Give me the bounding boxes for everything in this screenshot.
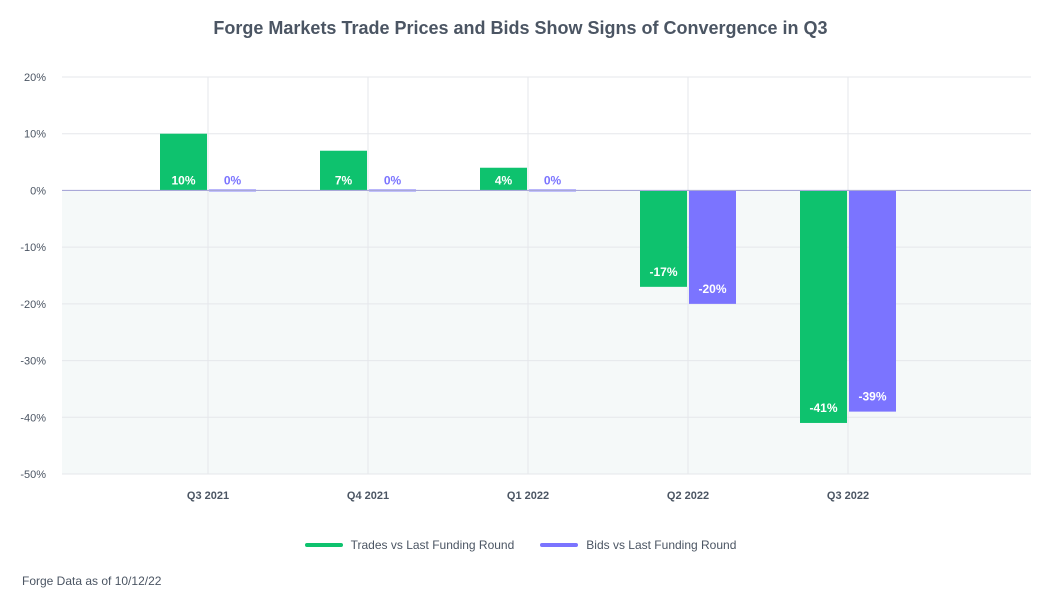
bar-bids-q2-2022[interactable] (689, 190, 736, 304)
data-label: 7% (335, 173, 353, 187)
bar-bids-q3-2022[interactable] (849, 190, 896, 412)
y-tick-label: -20% (20, 299, 46, 311)
legend-item-trades[interactable]: Trades vs Last Funding Round (304, 538, 515, 552)
x-tick-label: Q3 2021 (187, 490, 229, 502)
source-note: Forge Data as of 10/12/22 (22, 574, 162, 588)
legend-label-trades: Trades vs Last Funding Round (350, 538, 515, 552)
legend-swatch-trades (304, 543, 343, 547)
bar-trades-q4-2021[interactable] (320, 150, 367, 191)
data-label: 0% (224, 173, 242, 187)
data-label: -17% (649, 265, 677, 279)
bar-trades-q1-2022[interactable] (480, 167, 527, 191)
y-tick-label: 20% (24, 72, 46, 84)
chart-title: Forge Markets Trade Prices and Bids Show… (213, 18, 828, 38)
data-label: 0% (384, 173, 402, 187)
data-label: 10% (171, 173, 195, 187)
data-label: 0% (544, 173, 562, 187)
x-tick-label: Q2 2022 (667, 490, 709, 502)
y-tick-label: -50% (20, 469, 46, 481)
legend: Trades vs Last Funding Round Bids vs Las… (0, 538, 1041, 552)
data-label: -20% (698, 282, 726, 296)
data-label: 4% (495, 173, 513, 187)
bar-trades-q2-2022[interactable] (640, 190, 687, 287)
legend-swatch-bids (540, 543, 579, 547)
data-label: -39% (858, 390, 886, 404)
data-label: -41% (809, 401, 837, 415)
y-tick-label: -40% (20, 412, 46, 424)
x-tick-label: Q1 2022 (507, 490, 549, 502)
x-tick-label: Q3 2022 (827, 490, 869, 502)
bar-trades-q3-2022[interactable] (800, 190, 847, 423)
legend-item-bids[interactable]: Bids vs Last Funding Round (540, 538, 736, 552)
x-tick-label: Q4 2021 (347, 490, 389, 502)
y-tick-label: 10% (24, 129, 46, 141)
y-tick-label: -30% (20, 356, 46, 368)
legend-label-bids: Bids vs Last Funding Round (586, 538, 737, 552)
bar-trades-q3-2021[interactable] (160, 133, 207, 191)
y-tick-label: -10% (20, 242, 46, 254)
y-tick-label: 0% (30, 185, 46, 197)
